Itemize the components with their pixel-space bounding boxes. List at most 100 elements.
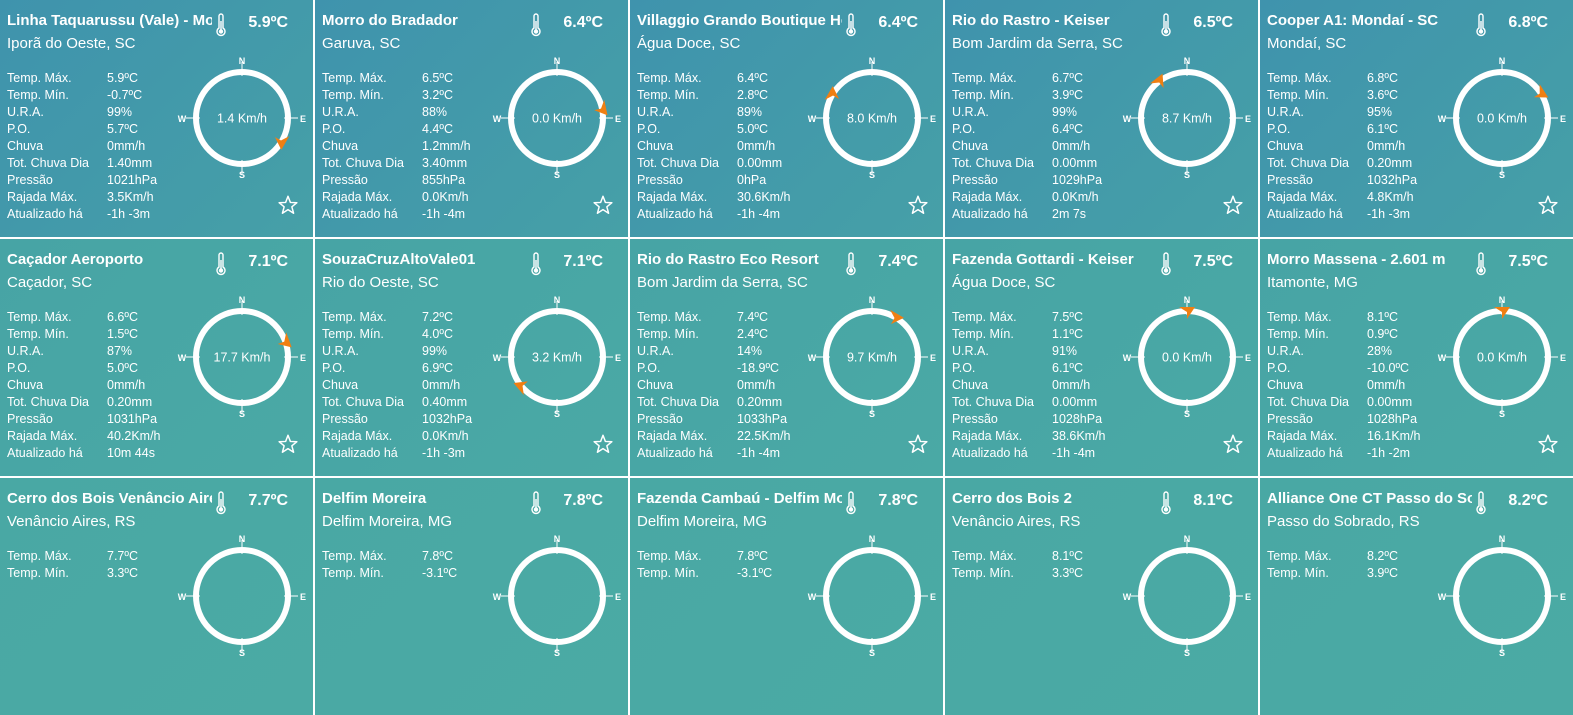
stat-row-ura: U.R.A. 28% [1267,343,1421,360]
station-name[interactable]: SouzaCruzAltoVale01 [322,251,476,268]
stat-label: Temp. Máx. [7,310,72,324]
station-name[interactable]: Alliance One CT Passo do Sobrado [1267,490,1472,507]
station-name[interactable]: Morro do Bradador [322,12,458,29]
station-name[interactable]: Caçador Aeroporto [7,251,144,268]
stat-row-min: Temp. Mín. 3.3ºC [952,565,1083,582]
station-city: Venâncio Aires, RS [952,513,1081,530]
station-card[interactable]: Linha Taquarussu (Vale) - Modelo Oeste Ip… [0,0,313,237]
stat-row-min: Temp. Mín. 3.6ºC [1267,87,1417,104]
stat-value: 0mm/h [107,139,146,153]
station-card[interactable]: Caçador Aeroporto Caçador, SC 7.1ºC Temp. M… [0,239,313,476]
stat-label: P.O. [1267,361,1291,375]
compass-e-label: E [1245,353,1251,363]
favorite-star-icon[interactable] [1537,194,1559,216]
favorite-star-icon[interactable] [277,194,299,216]
stat-label: Pressão [952,173,998,187]
station-card[interactable]: Morro Massena - 2.601 m Itamonte, MG 7.5ºC… [1260,239,1573,476]
compass-s-label: S [1499,409,1505,419]
stat-row-pressure: Pressão 1028hPa [1267,411,1421,428]
stat-label: Pressão [322,173,368,187]
stat-value: 0mm/h [1367,139,1406,153]
stat-label: Temp. Mín. [952,566,1014,580]
stat-row-ura: U.R.A. 89% [637,104,791,121]
station-name[interactable]: Fazenda Gottardi - Keiser [952,251,1134,268]
stat-value: 1032hPa [1367,173,1418,187]
stat-row-max: Temp. Máx. 6.6ºC [7,309,161,326]
station-name[interactable]: Cerro dos Bois 2 [952,490,1073,507]
stat-row-max: Temp. Máx. 6.7ºC [952,70,1102,87]
compass-e-label: E [300,592,306,602]
station-name[interactable]: Delfim Moreira [322,490,427,507]
stat-label: Atualizado há [952,207,1028,221]
stat-row-gust: Rajada Máx. 0.0Km/h [952,189,1102,206]
station-card[interactable]: SouzaCruzAltoVale01 Rio do Oeste, SC 7.1ºC… [315,239,628,476]
stat-value: 1029hPa [1052,173,1103,187]
station-name[interactable]: Villaggio Grando Boutique Hotel [637,12,842,29]
stat-value: 89% [737,105,763,119]
favorite-star-icon[interactable] [592,433,614,455]
stat-label: Tot. Chuva Dia [322,156,404,170]
station-name[interactable]: Fazenda Cambaú - Delfim Moreira [637,490,842,507]
station-stats: Temp. Máx. 8.1ºC Temp. Mín. 0.9ºC U.R.A. 28% P… [1267,309,1421,462]
stat-value: 3.9ºC [1367,566,1398,580]
stat-value: -1h -4m [737,446,781,460]
stat-row-min: Temp. Mín. 4.0ºC [322,326,472,343]
stat-row-pressure: Pressão 0hPa [637,172,791,189]
station-name[interactable]: Rio do Rastro - Keiser [952,12,1110,29]
station-name[interactable]: Rio do Rastro Eco Resort [637,251,819,268]
station-card[interactable]: Morro do Bradador Garuva, SC 6.4ºC Temp. Má… [315,0,628,237]
stat-value: 4.8Km/h [1367,190,1414,204]
stat-value: 6.8ºC [1367,71,1398,85]
stat-value: 0.0Km/h [422,190,469,204]
compass-w-label: W [1123,592,1132,602]
station-card[interactable]: Cooper A1: Mondaí - SC Mondaí, SC 6.8ºC Tem… [1260,0,1573,237]
stat-row-pressure: Pressão 1032hPa [322,411,472,428]
favorite-star-icon[interactable] [907,433,929,455]
stat-label: Pressão [637,173,683,187]
stat-label: Temp. Mín. [637,327,699,341]
stat-value: -18.9ºC [737,361,780,375]
station-name[interactable]: Cerro dos Bois Venâncio Aires [7,490,212,507]
stat-row-rain: Chuva 0mm/h [1267,377,1421,394]
compass-n-label: N [1499,295,1506,305]
favorite-star-icon[interactable] [1222,194,1244,216]
favorite-star-icon[interactable] [907,194,929,216]
stat-label: P.O. [637,361,661,375]
stat-row-gust: Rajada Máx. 40.2Km/h [7,428,161,445]
station-card[interactable]: Cerro dos Bois Venâncio Aires Venâncio Ai… [0,478,313,715]
compass-s-label: S [1184,648,1190,658]
stat-row-max: Temp. Máx. 8.1ºC [952,548,1083,565]
favorite-star-icon[interactable] [592,194,614,216]
station-card[interactable]: Delfim Moreira Delfim Moreira, MG 7.8ºC Tem… [315,478,628,715]
favorite-star-icon[interactable] [1537,433,1559,455]
stat-label: Temp. Máx. [952,549,1017,563]
station-name[interactable]: Cooper A1: Mondaí - SC [1267,12,1439,29]
station-city: Água Doce, SC [952,274,1056,291]
stat-label: Pressão [637,412,683,426]
station-card[interactable]: Fazenda Gottardi - Keiser Água Doce, SC 7.… [945,239,1258,476]
current-temperature: 8.2ºC [1508,492,1548,509]
current-temperature: 5.9ºC [248,14,288,31]
station-name[interactable]: Linha Taquarussu (Vale) - Modelo Oeste [7,12,212,29]
stat-row-rain-day: Tot. Chuva Dia 3.40mm [322,155,471,172]
stat-value: -10.0ºC [1367,361,1410,375]
stat-row-min: Temp. Mín. 1.1ºC [952,326,1106,343]
wind-compass: N E S W 0.0 Km/h [1438,295,1566,419]
stat-row-rain: Chuva 0mm/h [7,377,161,394]
wind-speed: 0.0 Km/h [1477,351,1527,365]
station-card[interactable]: Alliance One CT Passo do Sobrado Passo do… [1260,478,1573,715]
station-name[interactable]: Morro Massena - 2.601 m [1267,251,1446,268]
current-temperature: 6.8ºC [1508,14,1548,31]
favorite-star-icon[interactable] [1222,433,1244,455]
station-card[interactable]: Rio do Rastro Eco Resort Bom Jardim da Se… [630,239,943,476]
station-card[interactable]: Villaggio Grando Boutique Hotel Água Doce… [630,0,943,237]
station-card[interactable]: Rio do Rastro - Keiser Bom Jardim da Serr… [945,0,1258,237]
stat-value: 3.9ºC [1052,88,1083,102]
station-card[interactable]: Cerro dos Bois 2 Venâncio Aires, RS 8.1ºC T… [945,478,1258,715]
stat-value: 5.9ºC [107,71,138,85]
stat-value: 0.0Km/h [1052,190,1099,204]
station-card[interactable]: Fazenda Cambaú - Delfim Moreira Delfim Mo… [630,478,943,715]
station-city: Passo do Sobrado, RS [1267,513,1420,530]
favorite-star-icon[interactable] [277,433,299,455]
compass-w-label: W [178,592,187,602]
